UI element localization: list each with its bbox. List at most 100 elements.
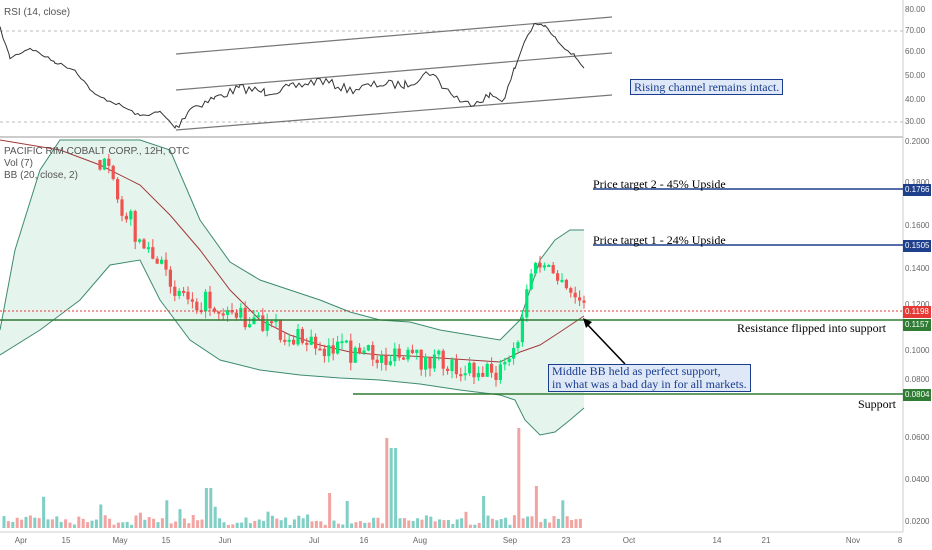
candle-body: [331, 345, 335, 354]
candle-body: [190, 299, 194, 302]
volume-bar: [310, 521, 314, 528]
candle-body: [437, 350, 441, 355]
date-tick: 16: [359, 536, 369, 545]
candle-body: [168, 269, 172, 287]
level-label-resistance: Resistance flipped into support: [737, 321, 886, 335]
volume-bar: [187, 523, 191, 528]
candle-body: [393, 348, 397, 362]
rsi-label: RSI (14, close): [4, 7, 71, 18]
volume-bar: [574, 519, 578, 528]
volume-bar: [394, 448, 398, 528]
volume-bar: [209, 488, 213, 528]
candle-body: [129, 211, 133, 220]
candle-body: [468, 362, 472, 374]
volume-bar: [257, 519, 261, 528]
candle-body: [212, 308, 216, 312]
candle-body: [256, 315, 260, 318]
volume-bar: [253, 520, 257, 528]
volume-bar: [270, 515, 274, 528]
volume-bar: [292, 519, 296, 528]
volume-bar: [178, 509, 182, 528]
candle-body: [538, 262, 542, 268]
volume-bar: [86, 522, 90, 528]
volume-bar: [548, 522, 552, 528]
volume-bar: [15, 517, 19, 528]
candle-body: [542, 265, 546, 268]
candle-body: [402, 357, 406, 360]
volume-bar: [354, 522, 358, 528]
price-tag-last: 0.1198: [903, 306, 931, 318]
date-tick: 14: [712, 536, 722, 545]
volume-bar: [174, 521, 178, 528]
candle-body: [454, 359, 458, 375]
level-label-target1: Price target 1 - 24% Upside: [593, 233, 726, 247]
volume-bar: [416, 518, 420, 528]
candle-body: [450, 359, 454, 372]
volume-bar: [332, 520, 336, 528]
price-tick: 0.0600: [905, 433, 930, 442]
volume-bar: [543, 518, 547, 528]
volume-bar: [138, 512, 142, 528]
bb-callout-line2: in what was a bad day in for all markets…: [552, 377, 747, 391]
candle-body: [512, 348, 516, 359]
date-tick: Jun: [218, 536, 232, 545]
candle-body: [424, 356, 428, 370]
volume-bar: [301, 518, 305, 528]
candle-body: [164, 259, 168, 270]
volume-bar: [429, 516, 433, 528]
volume-bar: [398, 518, 402, 528]
volume-bar: [504, 517, 508, 528]
volume-bar: [363, 522, 367, 528]
volume-bar: [213, 506, 217, 528]
volume-bar: [319, 521, 323, 528]
date-tick: Apr: [14, 536, 28, 545]
level-label-target2: Price target 2 - 45% Upside: [593, 177, 726, 191]
level-label-support: Support: [858, 397, 897, 411]
volume-bar: [218, 518, 222, 528]
candle-body: [102, 158, 106, 170]
volume-bar: [55, 516, 59, 528]
volume-bar: [37, 518, 41, 528]
candle-body: [234, 312, 238, 318]
price-tick: 0.0200: [905, 517, 930, 526]
volume-bar: [11, 521, 15, 528]
volume-bar: [446, 520, 450, 528]
candle-body: [327, 345, 331, 357]
candle-body: [410, 349, 414, 353]
volume-bar: [191, 515, 195, 528]
candle-body: [217, 311, 221, 314]
volume-bar: [345, 500, 349, 528]
candle-body: [208, 291, 212, 309]
rsi-channel-upper: [175, 16, 613, 55]
volume-bar: [517, 428, 521, 528]
candle-body: [463, 373, 467, 376]
date-tick: Aug: [412, 536, 428, 545]
date-tick: Jul: [308, 536, 320, 545]
volume-bar: [284, 517, 288, 528]
candle-body: [160, 259, 164, 264]
volume-bar: [94, 519, 98, 528]
candle-body: [195, 301, 199, 311]
candle-body: [415, 349, 419, 353]
candle-body: [177, 290, 181, 296]
volume-bar: [152, 518, 156, 528]
date-tick: 8: [897, 536, 903, 545]
candle-body: [111, 165, 115, 180]
candle-body: [252, 317, 256, 325]
candle-body: [221, 313, 225, 316]
volume-bar: [50, 519, 54, 528]
volume-bar: [376, 517, 380, 528]
volume-bar: [125, 521, 129, 528]
volume-bar: [108, 518, 112, 528]
candle-body: [151, 247, 155, 259]
candle-body: [116, 179, 120, 200]
candle-body: [582, 300, 586, 303]
candle-body: [371, 344, 375, 360]
volume-bar: [244, 517, 248, 528]
candle-body: [287, 339, 291, 342]
volume-bar: [90, 520, 94, 528]
candle-body: [292, 339, 296, 345]
candle-body: [248, 324, 252, 328]
candle-body: [340, 341, 344, 344]
symbol-label: PACIFIC RIM COBALT CORP., 12H, OTC: [4, 146, 190, 157]
